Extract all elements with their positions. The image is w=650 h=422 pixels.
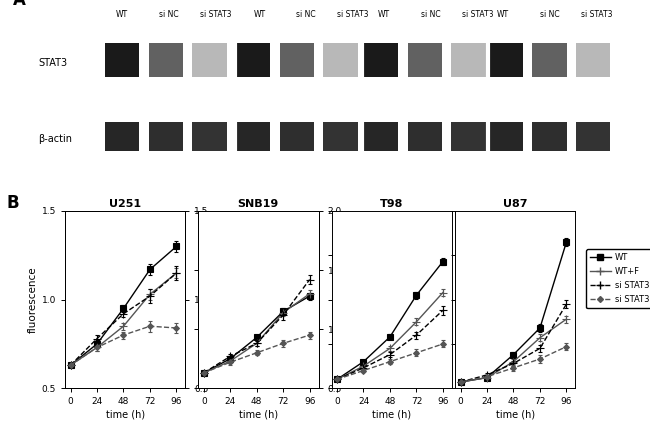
Bar [149,122,183,151]
Text: si STAT3: si STAT3 [337,11,369,19]
Bar [192,43,227,77]
Bar [105,43,139,77]
Text: STAT3: STAT3 [38,58,67,68]
Bar [364,43,398,77]
Text: B: B [6,194,19,212]
Bar [192,122,227,151]
Text: WT: WT [497,11,509,19]
Title: SNB19: SNB19 [238,199,279,209]
Text: si STAT3: si STAT3 [462,11,493,19]
Bar [576,43,610,77]
Bar [408,122,442,151]
Bar [408,43,442,77]
Legend: WT, WT+F, si STAT3, si STAT3+F: WT, WT+F, si STAT3, si STAT3+F [586,249,650,308]
Bar [280,122,314,151]
Bar [105,122,139,151]
Text: A: A [13,0,26,9]
Text: si NC: si NC [159,11,179,19]
Bar [364,122,398,151]
Text: si STAT3: si STAT3 [200,11,231,19]
Title: T98: T98 [380,199,403,209]
Bar [149,43,183,77]
Bar [280,43,314,77]
Text: WT: WT [254,11,266,19]
Title: U87: U87 [503,199,527,209]
Bar [236,122,270,151]
X-axis label: time (h): time (h) [372,409,411,419]
Title: U251: U251 [109,199,141,209]
Bar [576,122,610,151]
Text: si NC: si NC [296,11,316,19]
Bar [324,43,358,77]
Bar [489,122,523,151]
Text: si STAT3: si STAT3 [580,11,612,19]
Bar [451,122,486,151]
Text: si NC: si NC [540,11,560,19]
Y-axis label: fluorescence: fluorescence [27,266,38,333]
Bar [451,43,486,77]
Text: si NC: si NC [421,11,441,19]
Text: WT: WT [116,11,128,19]
X-axis label: time (h): time (h) [105,409,145,419]
Bar [532,122,567,151]
Bar [489,43,523,77]
Bar [532,43,567,77]
Text: WT: WT [378,11,391,19]
Text: β-actin: β-actin [38,134,72,144]
X-axis label: time (h): time (h) [239,409,278,419]
Bar [236,43,270,77]
X-axis label: time (h): time (h) [495,409,535,419]
Bar [324,122,358,151]
